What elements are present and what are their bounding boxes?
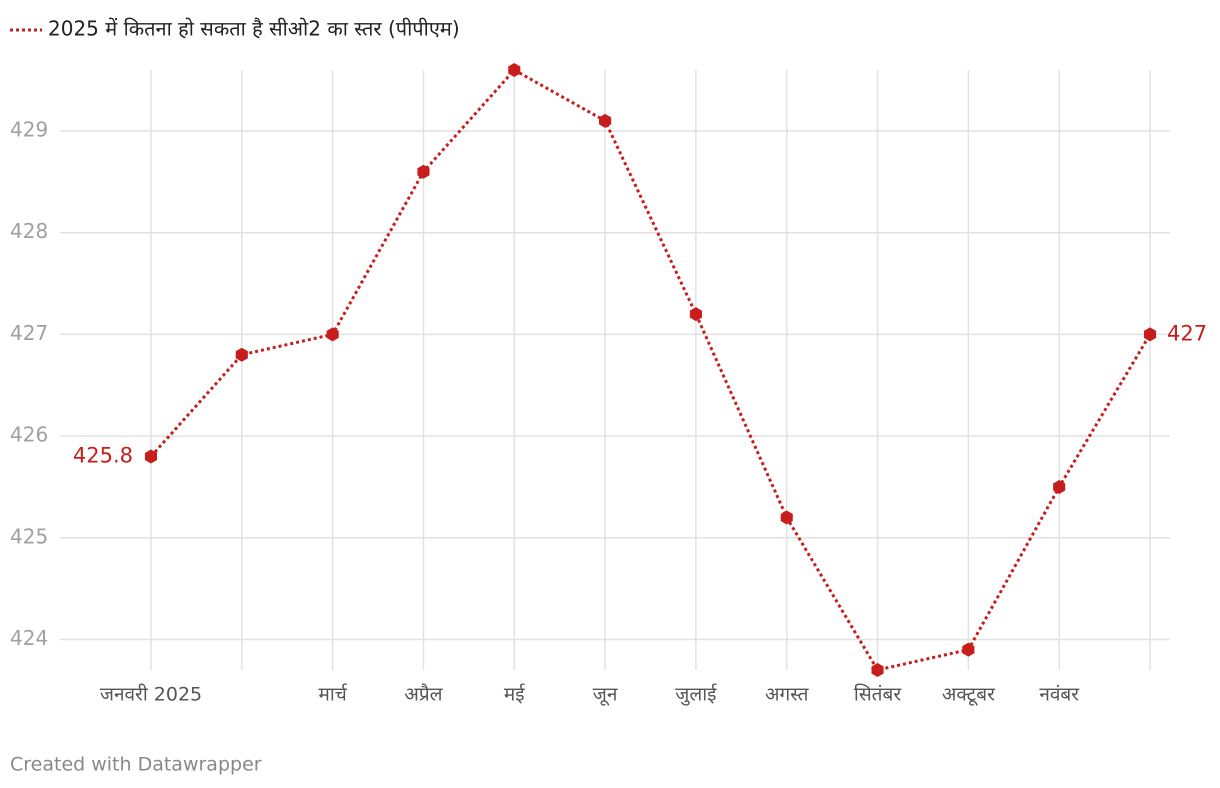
x-tick-label: नवंबर	[1039, 684, 1080, 706]
point	[599, 113, 612, 128]
y-tick-label: 427	[10, 321, 48, 345]
y-tick-label: 426	[10, 423, 48, 447]
point	[235, 347, 248, 362]
point	[871, 663, 884, 677]
point	[144, 449, 158, 464]
point	[326, 327, 339, 342]
x-tick-label: अप्रैल	[404, 683, 443, 706]
line	[149, 68, 1152, 672]
x-tick-label: अक्टूबर	[942, 684, 996, 707]
point	[1143, 327, 1157, 342]
value-label: 425.8	[73, 443, 133, 467]
legend: 2025 में कितना हो सकता है सीओ2 का स्तर (…	[10, 17, 460, 41]
x-tick-label: मार्च	[318, 683, 347, 706]
x-tick-label: सितंबर	[854, 683, 902, 706]
y-tick-label: 429	[10, 118, 48, 142]
point	[689, 307, 702, 322]
y-tick-label: 428	[10, 219, 48, 243]
x-tick-label: मई	[504, 683, 526, 706]
x-tick-label: जुलाई	[675, 683, 717, 707]
legend-label: 2025 में कितना हो सकता है सीओ2 का स्तर (…	[48, 17, 460, 41]
point	[1053, 479, 1066, 494]
value-label: 427	[1167, 321, 1207, 345]
y-tick-label: 424	[10, 626, 48, 650]
point	[508, 63, 521, 77]
x-tick-label: अगस्त	[765, 684, 810, 706]
point	[780, 510, 793, 525]
point	[962, 642, 975, 657]
x-tick-label: जनवरी 2025	[100, 683, 202, 706]
y-tick-label: 425	[10, 524, 48, 548]
point	[417, 164, 430, 179]
x-tick-label: जून	[593, 684, 618, 707]
footer: Created with Datawrapper	[10, 754, 262, 776]
